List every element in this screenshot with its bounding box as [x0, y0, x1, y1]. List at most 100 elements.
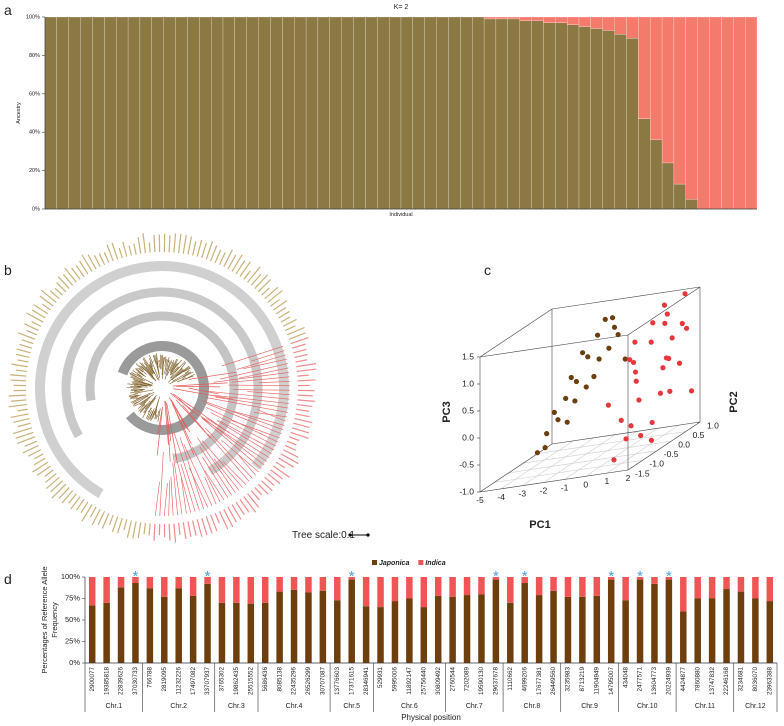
point [534, 450, 541, 456]
leaf-label [24, 440, 38, 447]
branch [200, 415, 265, 466]
bar-segment [187, 16, 200, 210]
branch [130, 390, 143, 394]
point [667, 388, 673, 394]
bar-segment [117, 577, 125, 588]
leaf-label [282, 449, 299, 458]
branch [181, 478, 187, 514]
leaf-label [51, 483, 67, 499]
branch [170, 476, 174, 516]
bar-segment [579, 596, 586, 663]
y-axis-label: PC2 [728, 391, 740, 412]
leaf-label [126, 520, 132, 538]
branch [155, 414, 158, 420]
x-tick-label: 5995006 [392, 667, 399, 692]
leaf-label [285, 325, 296, 332]
branch [202, 400, 284, 430]
y-tick-label: 0.5 [693, 430, 705, 440]
leaf-label [192, 241, 197, 256]
point [579, 350, 586, 356]
bar-segment [139, 16, 152, 210]
branch [162, 357, 164, 379]
bar-segment [406, 598, 413, 663]
branch [137, 373, 143, 378]
branch [191, 446, 221, 503]
significance-star: * [349, 568, 355, 585]
leaf-label [41, 303, 51, 311]
x-tick-label: 19862435 [233, 667, 240, 696]
bar-segment [319, 590, 327, 663]
leaf-label [286, 440, 297, 446]
leaf-label [293, 422, 310, 429]
bar-segment [495, 16, 508, 20]
x-tick-label: 3765302 [219, 667, 226, 692]
x-tick-label: 4424877 [680, 667, 687, 692]
leaf-label [21, 339, 34, 345]
bar-segment [733, 16, 746, 210]
branch [128, 394, 138, 398]
z-tick-label: 0.5 [462, 405, 474, 415]
branch [133, 402, 142, 407]
branch [219, 363, 288, 380]
x-tick-label: 766788 [147, 667, 154, 689]
point [660, 365, 666, 371]
leaf-label [15, 431, 34, 439]
branch [165, 401, 172, 442]
bar-segment [103, 577, 110, 603]
branch [157, 408, 163, 435]
point [551, 409, 557, 415]
leaf-label [61, 490, 74, 504]
bar-segment [146, 588, 154, 663]
point [611, 324, 618, 330]
branch [130, 386, 148, 388]
branch [183, 444, 213, 506]
branch [144, 397, 156, 414]
y-tick-label: -1.0 [649, 459, 664, 469]
bar-segment [685, 199, 698, 210]
point [618, 417, 624, 423]
point [666, 355, 672, 362]
z-tick-label: -0.5 [459, 459, 474, 469]
point [611, 457, 617, 463]
branch [171, 366, 179, 376]
bar-segment [116, 16, 129, 210]
leaf-label [291, 427, 310, 434]
branch [133, 387, 140, 389]
x-tick-label: 7202089 [464, 667, 471, 692]
bar-segment [661, 162, 675, 210]
tree-scale-label: Tree scale:0.1 [292, 530, 355, 541]
leaf-label [273, 465, 290, 478]
x-tick-label: 529931 [377, 667, 384, 689]
branch [182, 371, 192, 378]
bar-segment [412, 16, 425, 210]
branch [203, 390, 290, 400]
leaf-label [97, 511, 106, 526]
group-label: Chr.5 [343, 703, 360, 710]
leaf-label [187, 521, 192, 537]
leaf-label [257, 483, 269, 495]
leaf-label [254, 274, 269, 289]
group-label: Chr.2 [170, 703, 187, 710]
bar-segment [507, 577, 514, 603]
branch [176, 385, 221, 388]
grid-line [543, 434, 616, 483]
bar-segment [305, 577, 312, 593]
bar-segment [151, 16, 164, 210]
bar-segment [420, 607, 428, 663]
group-label: Chr.3 [228, 703, 245, 710]
leaf-label [117, 517, 123, 534]
leaf-label [187, 236, 193, 255]
panel-letter: b [4, 262, 12, 278]
branch [131, 381, 152, 387]
point [679, 320, 685, 327]
branch [175, 359, 182, 367]
x-tick-label: 3234681 [738, 667, 745, 692]
point [676, 360, 683, 366]
leaf-label [235, 260, 246, 275]
leaf-label [243, 270, 251, 280]
leaf-label [27, 449, 42, 457]
leaf-label [182, 234, 187, 254]
leaf-label [70, 496, 81, 510]
leaf-label [143, 522, 147, 535]
branch [174, 409, 195, 455]
